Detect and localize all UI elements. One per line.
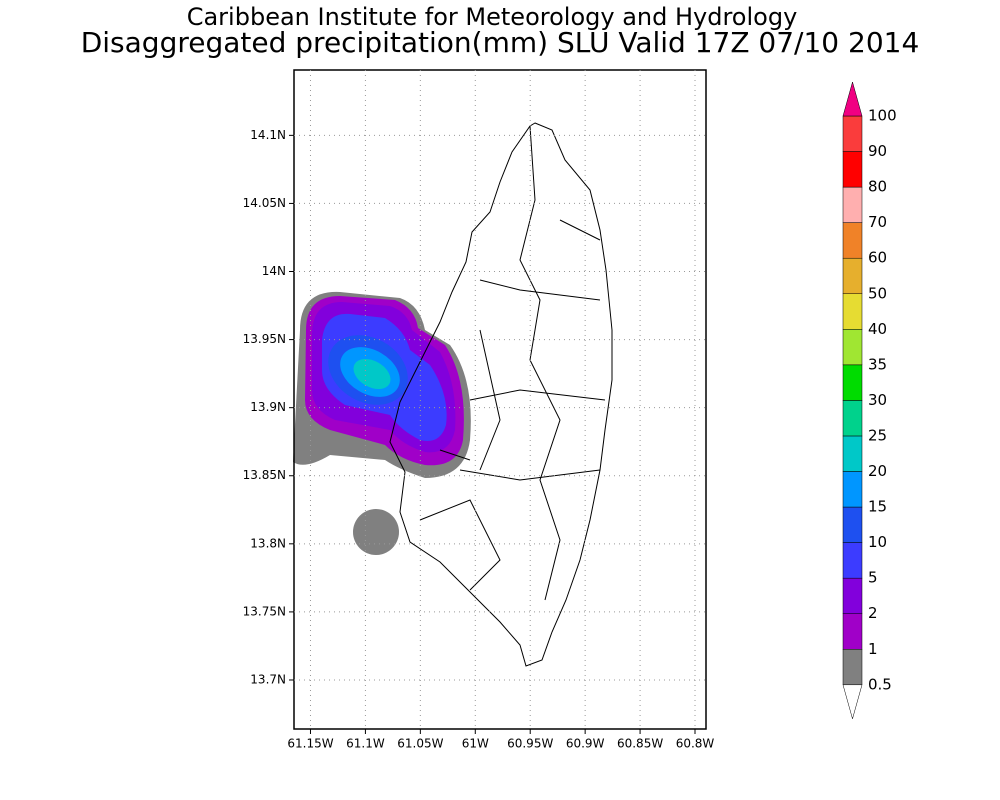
- y-tick-label: 13.95N: [243, 332, 286, 346]
- title: Caribbean Institute for Meteorology and …: [187, 3, 798, 31]
- colorbar-segment: [842, 257, 863, 295]
- x-tick-label: 61.05W: [397, 737, 443, 751]
- subtitle: Disaggregated precipitation(mm) SLU Vali…: [81, 26, 920, 59]
- colorbar-label: 50: [868, 284, 887, 302]
- x-tick-label: 60.9W: [566, 737, 605, 751]
- colorbar-label: 40: [868, 320, 887, 338]
- y-tick-label: 13.85N: [243, 468, 286, 482]
- colorbar-label: 35: [868, 355, 887, 373]
- colorbar-segment: [842, 400, 863, 437]
- y-tick-label: 14N: [262, 264, 286, 278]
- x-tick-label: 60.8W: [676, 737, 715, 751]
- colorbar-label: 0.5: [868, 675, 892, 693]
- colorbar-segment: [842, 186, 863, 223]
- precip-area: [353, 509, 399, 555]
- colorbar-label: 5: [868, 569, 878, 587]
- colorbar-segment: [842, 364, 863, 401]
- colorbar-label: 15: [868, 498, 887, 516]
- colorbar-label: 80: [868, 178, 887, 196]
- y-tick-label: 13.8N: [250, 536, 286, 550]
- colorbar-under: [842, 684, 863, 720]
- colorbar-label: 70: [868, 213, 887, 231]
- colorbar-segment: [842, 613, 863, 650]
- colorbar-label: 30: [868, 391, 887, 409]
- colorbar-segment: [842, 471, 863, 508]
- colorbar-segment: [842, 151, 863, 188]
- colorbar-segment: [842, 649, 863, 686]
- colorbar-label: 90: [868, 142, 887, 160]
- x-tick-label: 61.1W: [346, 737, 385, 751]
- colorbar-segment: [842, 222, 863, 259]
- y-tick-label: 14.1N: [250, 128, 286, 142]
- x-tick-label: 61W: [462, 737, 489, 751]
- precip-area: [353, 358, 391, 390]
- colorbar-label: 100: [868, 107, 897, 125]
- colorbar-label: 60: [868, 249, 887, 267]
- y-tick-label: 13.7N: [250, 672, 286, 686]
- colorbar-segment: [842, 577, 863, 614]
- y-tick-label: 13.75N: [243, 604, 286, 618]
- colorbar-segment: [842, 542, 863, 579]
- colorbar-segment: [842, 115, 863, 152]
- y-tick-label: 14.05N: [243, 196, 286, 210]
- x-tick-label: 61.15W: [287, 737, 333, 751]
- x-tick-label: 60.95W: [507, 737, 553, 751]
- colorbar-segment: [842, 293, 863, 330]
- map-frame: [293, 69, 707, 730]
- colorbar-label: 20: [868, 462, 887, 480]
- colorbar-label: 1: [868, 640, 878, 658]
- precipitation-field: [293, 291, 471, 555]
- colorbar-segment: [842, 435, 863, 472]
- colorbar-segment: [842, 506, 863, 543]
- colorbar-over: [842, 81, 863, 117]
- colorbar-label: 10: [868, 533, 887, 551]
- colorbar-label: 2: [868, 604, 878, 622]
- coastline: [389, 122, 613, 667]
- colorbar-segment: [842, 329, 863, 366]
- x-tick-label: 60.85W: [617, 737, 663, 751]
- colorbar-label: 25: [868, 426, 887, 444]
- y-tick-label: 13.9N: [250, 400, 286, 414]
